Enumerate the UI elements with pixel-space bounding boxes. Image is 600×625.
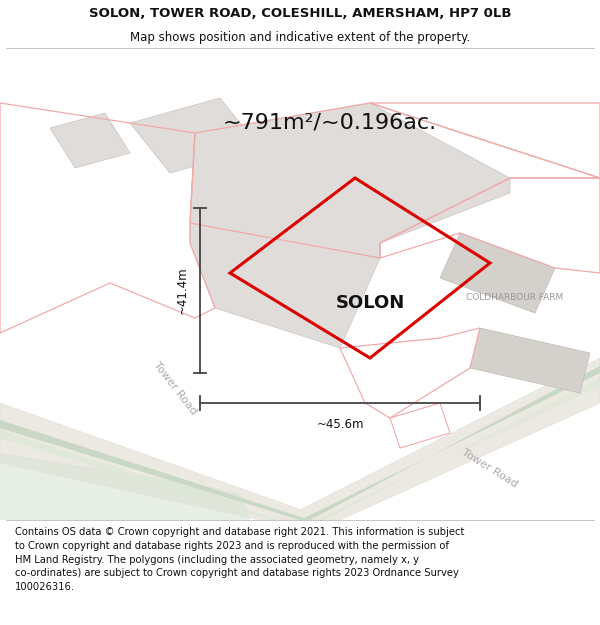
- Polygon shape: [300, 366, 600, 520]
- Polygon shape: [470, 328, 590, 393]
- Polygon shape: [440, 233, 555, 313]
- Text: SOLON, TOWER ROAD, COLESHILL, AMERSHAM, HP7 0LB: SOLON, TOWER ROAD, COLESHILL, AMERSHAM, …: [89, 7, 511, 20]
- Polygon shape: [50, 113, 130, 168]
- Text: SOLON: SOLON: [335, 294, 404, 312]
- Text: ~791m²/~0.196ac.: ~791m²/~0.196ac.: [223, 113, 437, 133]
- Polygon shape: [280, 358, 600, 520]
- Polygon shape: [0, 403, 330, 520]
- Text: Tower Road: Tower Road: [460, 447, 520, 489]
- Text: ~41.4m: ~41.4m: [176, 267, 188, 314]
- Text: Contains OS data © Crown copyright and database right 2021. This information is : Contains OS data © Crown copyright and d…: [15, 528, 464, 592]
- Text: Map shows position and indicative extent of the property.: Map shows position and indicative extent…: [130, 31, 470, 44]
- Polygon shape: [130, 98, 260, 173]
- Polygon shape: [0, 453, 250, 520]
- Polygon shape: [315, 378, 600, 520]
- Polygon shape: [0, 420, 310, 520]
- Text: ~45.6m: ~45.6m: [316, 419, 364, 431]
- Polygon shape: [0, 430, 280, 520]
- Text: COLDHARBOUR FARM: COLDHARBOUR FARM: [466, 294, 563, 302]
- Polygon shape: [190, 103, 510, 348]
- Text: Tower Road: Tower Road: [151, 360, 199, 416]
